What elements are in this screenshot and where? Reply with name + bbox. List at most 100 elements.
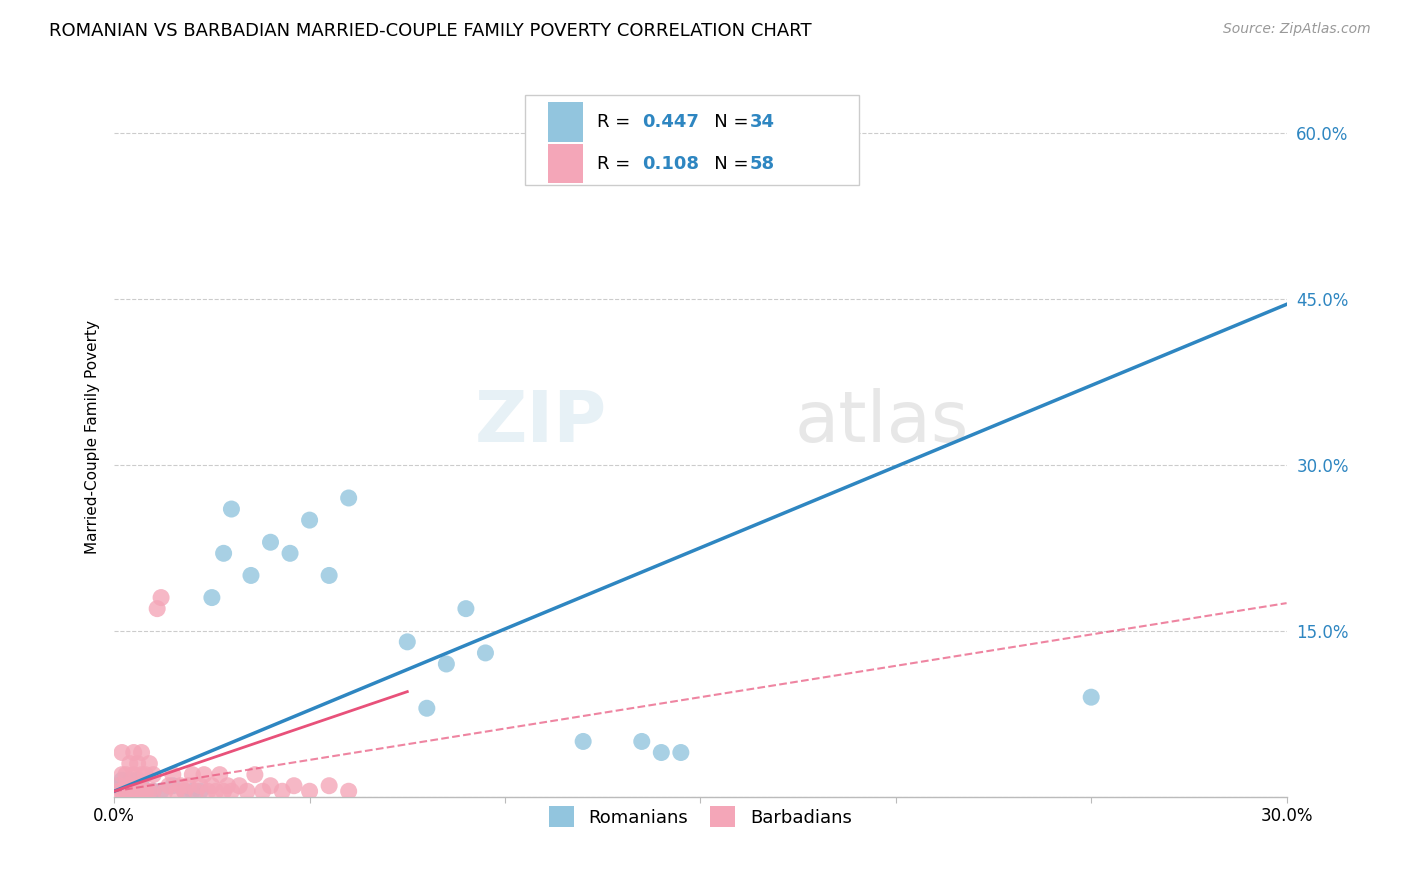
Point (107, 784, 129, 798)
Point (134, 784, 156, 798)
Point (150, 784, 173, 798)
FancyBboxPatch shape (524, 95, 859, 186)
Text: ZIP: ZIP (474, 388, 606, 458)
Point (122, 767, 145, 781)
Point (150, 591, 173, 605)
Point (186, 784, 208, 798)
Point (138, 784, 160, 798)
Point (107, 779, 129, 793)
Point (650, 746, 672, 760)
Point (181, 767, 204, 781)
Point (177, 779, 200, 793)
Point (166, 784, 188, 798)
Point (239, 568, 262, 582)
Point (122, 784, 145, 798)
FancyBboxPatch shape (548, 103, 583, 142)
Point (669, 746, 692, 760)
Point (689, 136, 711, 151)
Point (252, 784, 274, 798)
Point (146, 601, 169, 615)
Point (298, 513, 321, 527)
Text: ROMANIAN VS BARBADIAN MARRIED-COUPLE FAMILY POVERTY CORRELATION CHART: ROMANIAN VS BARBADIAN MARRIED-COUPLE FAM… (49, 22, 811, 40)
Text: 58: 58 (749, 154, 775, 172)
Point (416, 701, 439, 715)
Point (221, 502, 243, 516)
Text: N =: N = (697, 113, 754, 131)
Point (454, 601, 477, 615)
Point (142, 784, 165, 798)
Point (193, 767, 215, 781)
Point (283, 779, 305, 793)
Point (201, 779, 224, 793)
Point (318, 568, 340, 582)
Point (572, 734, 595, 748)
Point (221, 784, 243, 798)
Point (204, 784, 226, 798)
Text: 0.108: 0.108 (641, 154, 699, 172)
Point (142, 784, 165, 798)
Point (243, 767, 266, 781)
Point (115, 779, 138, 793)
Point (271, 784, 294, 798)
Point (188, 779, 211, 793)
Point (298, 784, 321, 798)
Point (162, 767, 184, 781)
Point (630, 734, 652, 748)
Point (107, 779, 129, 793)
Point (188, 784, 211, 798)
Point (131, 779, 153, 793)
Point (434, 657, 457, 671)
Point (337, 491, 360, 505)
Point (127, 784, 149, 798)
Text: 34: 34 (749, 113, 775, 131)
Point (181, 784, 204, 798)
Point (118, 779, 141, 793)
Point (115, 767, 138, 781)
Point (127, 779, 149, 793)
Point (1080, 690, 1102, 705)
Point (318, 779, 340, 793)
Point (115, 779, 138, 793)
Point (118, 784, 141, 798)
Point (118, 756, 141, 771)
Text: R =: R = (598, 154, 637, 172)
Point (131, 784, 153, 798)
Point (127, 773, 149, 788)
Point (278, 546, 301, 560)
Point (131, 767, 153, 781)
Text: atlas: atlas (794, 388, 969, 458)
Text: N =: N = (697, 154, 754, 172)
Point (228, 779, 250, 793)
Point (201, 591, 224, 605)
Point (122, 746, 145, 760)
Point (111, 784, 134, 798)
Point (122, 779, 145, 793)
Point (118, 773, 141, 788)
Legend: Romanians, Barbadians: Romanians, Barbadians (541, 799, 859, 835)
FancyBboxPatch shape (548, 144, 583, 184)
Point (127, 756, 149, 771)
Point (212, 546, 235, 560)
Point (131, 746, 153, 760)
Point (208, 767, 231, 781)
Point (111, 746, 134, 760)
Point (134, 767, 156, 781)
Point (153, 784, 176, 798)
Point (173, 784, 195, 798)
Point (122, 779, 145, 793)
Point (212, 784, 235, 798)
Point (337, 784, 360, 798)
Point (173, 784, 195, 798)
Point (259, 779, 281, 793)
Point (157, 779, 180, 793)
Point (236, 784, 259, 798)
Text: 0.447: 0.447 (641, 113, 699, 131)
Point (197, 784, 219, 798)
Point (134, 784, 156, 798)
Text: R =: R = (598, 113, 637, 131)
Point (115, 784, 138, 798)
Point (259, 535, 281, 549)
Point (138, 756, 160, 771)
Point (142, 767, 165, 781)
Point (396, 635, 419, 649)
